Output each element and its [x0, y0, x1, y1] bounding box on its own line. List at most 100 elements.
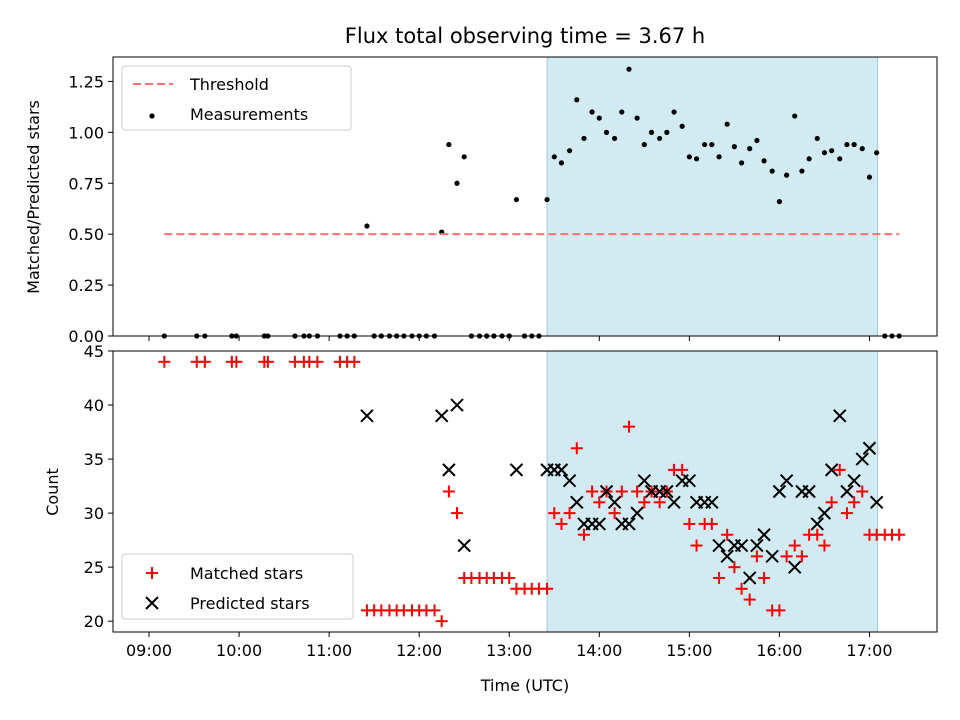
matched-star-point [676, 463, 689, 476]
y-tick-label: 0.00 [68, 327, 104, 346]
matched-star-point [825, 496, 838, 509]
measurement-point [754, 137, 760, 144]
matched-star-point [230, 355, 243, 368]
measurement-point [866, 174, 873, 180]
predicted-star-point [862, 441, 877, 455]
ratio-panel: 0.00 0.25 0.50 0.75 1.00 1.25 Matched/Predict… [24, 56, 938, 346]
predicted-star-point [855, 452, 869, 466]
y-tick-label: 45 [84, 342, 104, 361]
matched-star-point [503, 571, 516, 584]
measurement-point [799, 168, 805, 174]
measurement-point [364, 223, 370, 229]
matched-star-point [158, 355, 171, 368]
predicted-star-point [712, 538, 726, 553]
y-tick-label: 25 [84, 558, 104, 577]
x-tick-label: 13:00 [486, 641, 532, 660]
matched-star-point [811, 528, 824, 541]
legend-matched-label: Matched stars [190, 564, 303, 583]
y-tick-label: 30 [84, 504, 104, 523]
x-axis-label: Time (UTC) [480, 676, 569, 695]
predicted-star-point [765, 549, 779, 564]
measurement-point [454, 180, 460, 186]
matched-star-point [653, 496, 666, 509]
matched-star-point [428, 604, 441, 617]
predicted-star-point [607, 495, 622, 510]
measurement-point [589, 109, 595, 115]
ratio-y-ticks: 0.00 0.25 0.50 0.75 1.00 1.25 [68, 72, 113, 346]
predicted-star-point [788, 560, 802, 574]
y-tick-label: 40 [84, 396, 104, 415]
predicted-star-point [667, 495, 681, 510]
matched-star-point [750, 550, 763, 563]
predicted-star-point [660, 484, 674, 499]
matched-star-point [593, 496, 606, 509]
predicted-star-point [442, 463, 456, 477]
matched-star-point [856, 485, 869, 498]
x-tick-label: 16:00 [756, 641, 802, 660]
y-tick-label: 1.00 [68, 123, 104, 142]
matched-star-point [563, 507, 576, 520]
ratio-axes-frame [112, 56, 938, 337]
measurement-point [679, 123, 685, 129]
matched-star-point [442, 485, 455, 498]
matched-star-point [690, 539, 703, 552]
measurement-point [784, 172, 790, 178]
matched-star-point [893, 528, 906, 541]
predicted-star-point [779, 473, 794, 488]
matched-star-point [631, 485, 644, 498]
matched-star-point [348, 355, 361, 368]
predicted-star-point [599, 484, 614, 499]
matched-star-point [570, 442, 583, 455]
predicted-star-point [450, 398, 464, 412]
matched-star-point [311, 355, 324, 368]
y-tick-label: 0.75 [68, 174, 104, 193]
matched-star-point [577, 528, 590, 541]
predicted-star-point [817, 506, 832, 520]
matched-star-point [451, 507, 464, 520]
matched-star-point [435, 615, 448, 628]
y-tick-label: 35 [84, 450, 104, 469]
measurement-point [814, 135, 820, 142]
measurement-point [446, 141, 452, 148]
predicted-star-point [734, 538, 749, 553]
predicted-star-point [810, 517, 824, 531]
matched-star-point [615, 485, 628, 498]
predicted-star-point [772, 484, 787, 499]
predicted-star-point [757, 528, 771, 542]
predicted-star-point [824, 463, 839, 477]
legend-measurements-label: Measurements [190, 105, 308, 124]
measurement-point [612, 135, 618, 142]
matched-star-point [705, 517, 718, 530]
counts-points [158, 355, 906, 628]
measurement-point [844, 141, 850, 148]
measurement-point [776, 198, 783, 205]
predicted-star-point [847, 473, 861, 488]
measurement-point [513, 196, 520, 203]
measurement-point [603, 129, 610, 135]
matched-star-point [721, 528, 734, 541]
counts-y-ticks: 20 25 30 35 40 45 [84, 342, 113, 631]
chart-title: Flux total observing time = 3.67 h [345, 24, 705, 48]
matched-star-point [608, 507, 621, 520]
predicted-star-point [592, 517, 607, 531]
counts-x-ticks: 09:00 10:00 11:00 12:00 13:00 14:00 15:00 16:00… [126, 632, 893, 660]
measurement-point [461, 154, 467, 160]
predicted-star-point [509, 463, 524, 477]
measurement-point [874, 150, 880, 156]
measurement-point [566, 148, 573, 154]
matched-star-point [795, 550, 808, 563]
counts-axes-frame [112, 350, 938, 633]
matched-star-point [713, 571, 726, 584]
matched-star-point [758, 571, 771, 584]
predicted-star-point [750, 538, 764, 553]
ratio-legend-box [121, 65, 352, 131]
measurement-point [792, 113, 798, 119]
matched-star-point [735, 582, 748, 595]
x-tick-label: 12:00 [396, 641, 442, 660]
matched-star-point [840, 507, 853, 520]
matched-star-point [198, 355, 211, 368]
measurement-point [724, 121, 730, 127]
matched-star-point [548, 507, 561, 520]
measurement-point [641, 141, 647, 148]
matched-star-point [261, 355, 274, 368]
